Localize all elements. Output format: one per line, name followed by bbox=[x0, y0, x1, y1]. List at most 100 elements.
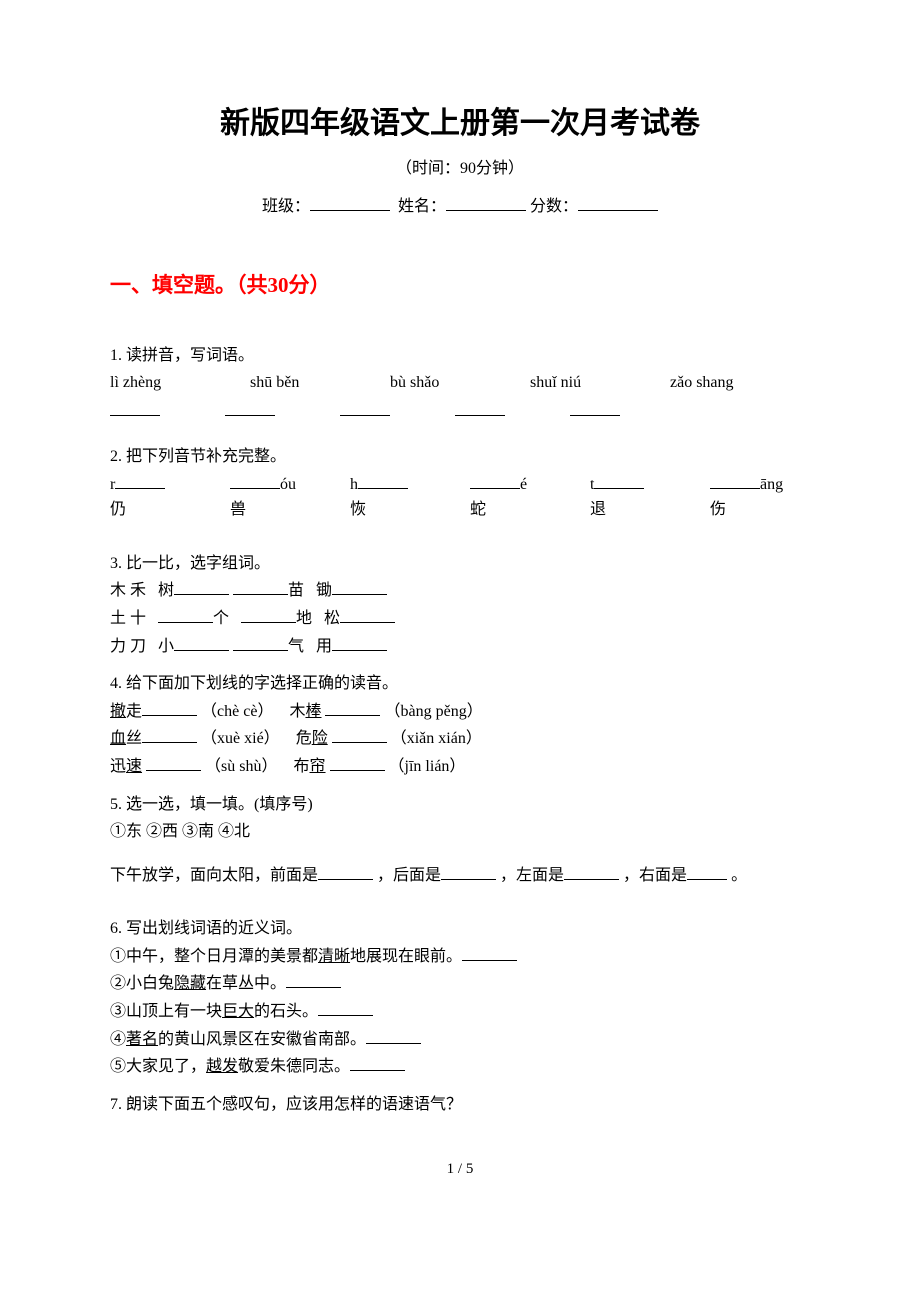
q4-row: 血丝 （xuè xié） 危险 （xiǎn xián） bbox=[110, 726, 810, 752]
q5-text: ，后面是 bbox=[377, 867, 441, 884]
q5-blank[interactable] bbox=[318, 864, 373, 880]
q4-word: 险 bbox=[312, 730, 328, 747]
q2-syl: h bbox=[350, 472, 442, 498]
q6-underline: 清晰 bbox=[318, 948, 350, 965]
q2-syl: óu bbox=[230, 472, 322, 498]
q2-char-row: 仍 兽 恢 蛇 退 伤 bbox=[110, 497, 810, 523]
q5-sentence: 下午放学，面向太阳，前面是 ，后面是 ，左面是 ，右面是 。 bbox=[110, 863, 810, 889]
q2-char: 退 bbox=[590, 497, 682, 523]
q6-item: ①中午，整个日月潭的美景都清晰地展现在眼前。 bbox=[110, 944, 810, 970]
q3-blank[interactable] bbox=[233, 635, 288, 651]
q6-blank[interactable] bbox=[366, 1028, 421, 1044]
q1-pinyin-4: shuǐ niú bbox=[530, 370, 625, 396]
q1-pinyin-5: zǎo shang bbox=[670, 370, 765, 396]
q5-options: ①东 ②西 ③南 ④北 bbox=[110, 819, 810, 845]
q6-text: ③山顶上有一块 bbox=[110, 1003, 222, 1020]
q2-blank[interactable] bbox=[230, 473, 280, 489]
q5-text: ，右面是 bbox=[623, 867, 687, 884]
q1-blank[interactable] bbox=[455, 400, 505, 416]
q2-syl: r bbox=[110, 472, 202, 498]
q2-prompt: 2. 把下列音节补充完整。 bbox=[110, 444, 810, 470]
q2-char: 仍 bbox=[110, 497, 202, 523]
q6-text: ④ bbox=[110, 1031, 126, 1048]
q4-word: 走 bbox=[126, 703, 142, 720]
q4-blank[interactable] bbox=[142, 727, 197, 743]
q4-row: 撤走 （chè cè） 木棒 （bàng pěng） bbox=[110, 699, 810, 725]
q6-blank[interactable] bbox=[350, 1055, 405, 1071]
q3-blank[interactable] bbox=[158, 607, 213, 623]
q6-text: 地展现在眼前。 bbox=[350, 948, 462, 965]
q4-blank[interactable] bbox=[325, 700, 380, 716]
q2-blank[interactable] bbox=[594, 473, 644, 489]
q1-pinyin-3: bù shǎo bbox=[390, 370, 485, 396]
q5-blank[interactable] bbox=[564, 864, 619, 880]
q4-word: 迅 bbox=[110, 758, 126, 775]
q3-blank[interactable] bbox=[241, 607, 296, 623]
q6-prompt: 6. 写出划线词语的近义词。 bbox=[110, 916, 810, 942]
q1-pinyin-2: shū běn bbox=[250, 370, 345, 396]
q3-blank[interactable] bbox=[233, 579, 288, 595]
q3-blank[interactable] bbox=[332, 635, 387, 651]
q1-pinyin-row: lì zhèng shū běn bù shǎo shuǐ niú zǎo sh… bbox=[110, 370, 810, 396]
q5-prompt: 5. 选一选，填一填。(填序号) bbox=[110, 792, 810, 818]
q4-blank[interactable] bbox=[146, 755, 201, 771]
q6-item: ③山顶上有一块巨大的石头。 bbox=[110, 999, 810, 1025]
q2-pre: h bbox=[350, 476, 358, 493]
q3-chars: 树 bbox=[158, 582, 174, 599]
q4-word: 棒 bbox=[305, 703, 321, 720]
score-blank[interactable] bbox=[578, 195, 658, 211]
q3-prompt: 3. 比一比，选字组词。 bbox=[110, 551, 810, 577]
q4-blank[interactable] bbox=[330, 755, 385, 771]
q4-options: （bàng pěng） bbox=[384, 703, 482, 720]
question-7: 7. 朗读下面五个感叹句，应该用怎样的语速语气？ bbox=[110, 1092, 810, 1118]
q4-word: 木 bbox=[289, 703, 305, 720]
q1-prompt: 1. 读拼音，写词语。 bbox=[110, 343, 810, 369]
q4-blank[interactable] bbox=[142, 700, 197, 716]
q1-blank[interactable] bbox=[110, 400, 160, 416]
q4-blank[interactable] bbox=[332, 727, 387, 743]
q2-blank[interactable] bbox=[710, 473, 760, 489]
q4-options: （xuè xié） bbox=[201, 730, 280, 747]
score-label: 分数： bbox=[530, 198, 578, 215]
q3-blank[interactable] bbox=[332, 579, 387, 595]
q1-blank[interactable] bbox=[570, 400, 620, 416]
q6-item: ②小白兔隐藏在草丛中。 bbox=[110, 971, 810, 997]
question-1: 1. 读拼音，写词语。 lì zhèng shū běn bù shǎo shu… bbox=[110, 343, 810, 416]
q6-text: ①中午，整个日月潭的美景都 bbox=[110, 948, 318, 965]
q6-blank[interactable] bbox=[286, 972, 341, 988]
q4-options: （jīn lián） bbox=[389, 758, 466, 775]
q4-word: 丝 bbox=[126, 730, 142, 747]
q3-blank[interactable] bbox=[340, 607, 395, 623]
q2-char: 恢 bbox=[350, 497, 442, 523]
q6-blank[interactable] bbox=[318, 1000, 373, 1016]
q5-text: 下午放学，面向太阳，前面是 bbox=[110, 867, 318, 884]
q3-chars: 土 十 bbox=[110, 610, 146, 627]
q5-blank[interactable] bbox=[441, 864, 496, 880]
q1-blank-row bbox=[110, 400, 810, 416]
q6-underline: 隐藏 bbox=[174, 975, 206, 992]
q4-options: （chè cè） bbox=[201, 703, 273, 720]
q1-blank[interactable] bbox=[340, 400, 390, 416]
class-label: 班级： bbox=[262, 198, 310, 215]
class-blank[interactable] bbox=[310, 195, 390, 211]
q3-chars: 用 bbox=[316, 638, 332, 655]
q5-text: 。 bbox=[731, 867, 747, 884]
q6-underline: 越发 bbox=[206, 1058, 238, 1075]
q6-blank[interactable] bbox=[462, 945, 517, 961]
page-title: 新版四年级语文上册第一次月考试卷 bbox=[110, 100, 810, 148]
q2-blank[interactable] bbox=[470, 473, 520, 489]
q4-options: （sù shù） bbox=[205, 758, 277, 775]
q5-blank[interactable] bbox=[687, 864, 727, 880]
q2-blank[interactable] bbox=[115, 473, 165, 489]
q6-text: 的黄山风景区在安徽省南部。 bbox=[158, 1031, 366, 1048]
q2-blank[interactable] bbox=[358, 473, 408, 489]
q6-text: 在草丛中。 bbox=[206, 975, 286, 992]
q4-word: 血 bbox=[110, 730, 126, 747]
q3-blank[interactable] bbox=[174, 579, 229, 595]
time-label: （时间：90分钟） bbox=[110, 156, 810, 182]
q1-blank[interactable] bbox=[225, 400, 275, 416]
q3-chars: 力 刀 bbox=[110, 638, 146, 655]
q2-syllable-row: r óu h é t āng bbox=[110, 472, 810, 498]
q3-blank[interactable] bbox=[174, 635, 229, 651]
name-blank[interactable] bbox=[446, 195, 526, 211]
